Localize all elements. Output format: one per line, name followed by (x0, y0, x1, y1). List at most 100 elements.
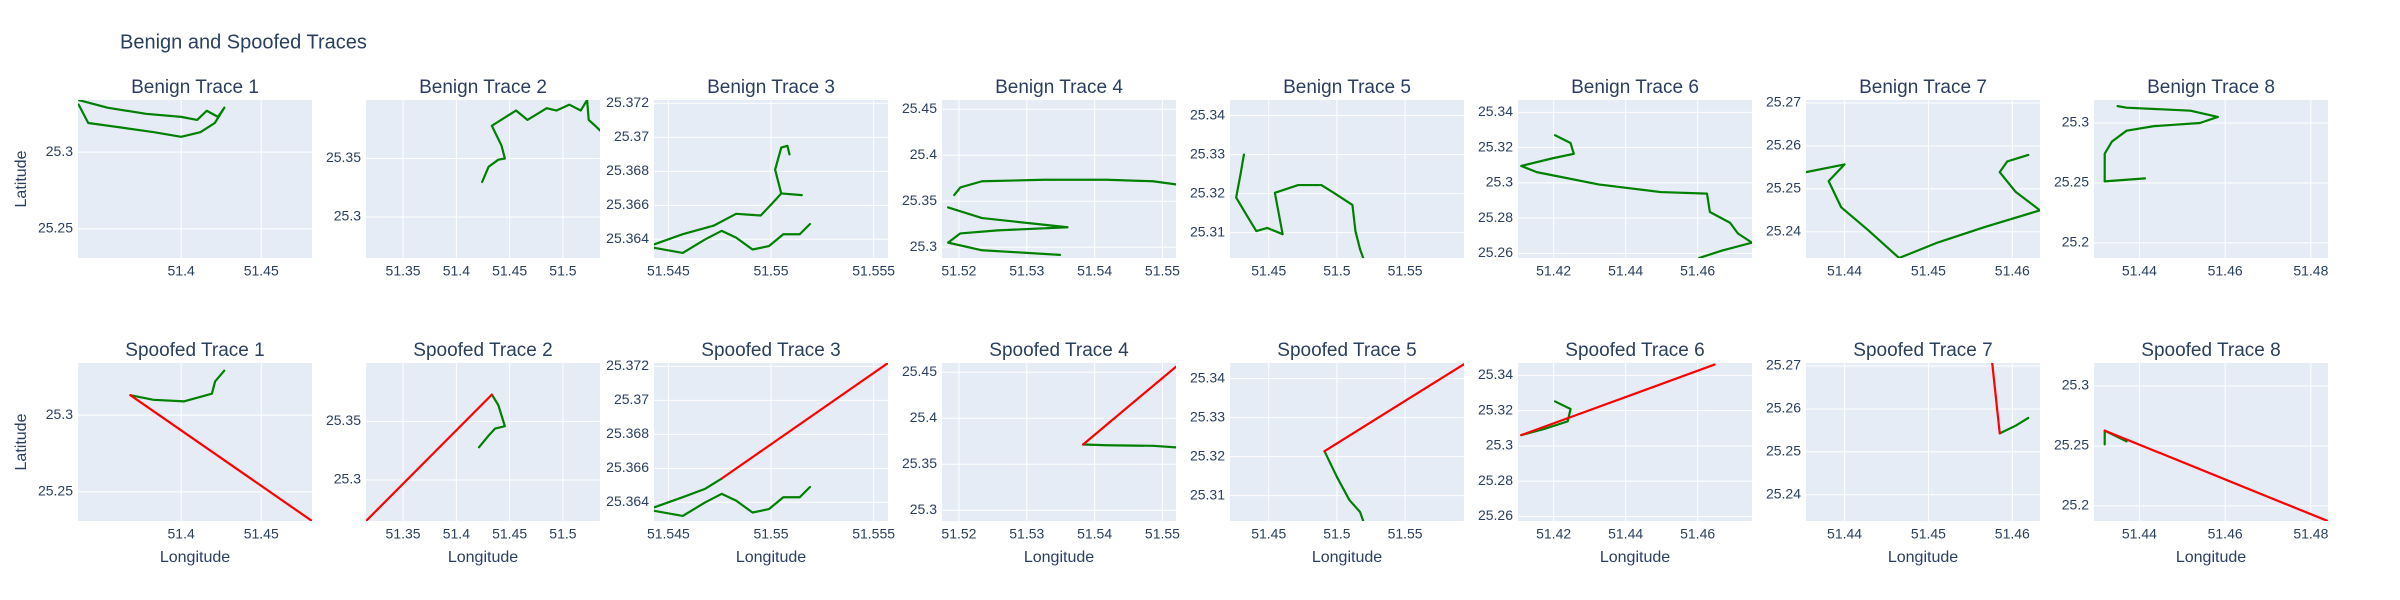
y-tick-label: 25.2 (2062, 234, 2089, 250)
x-tick-label: 51.45 (244, 263, 279, 279)
y-tick-label: 25.37 (614, 128, 649, 144)
x-tick-label: 51.55 (1145, 526, 1180, 542)
y-tick-label: 25.3 (1486, 174, 1513, 190)
y-tick-label: 25.45 (902, 100, 937, 116)
subplot-title: Benign Trace 3 (707, 77, 835, 98)
y-tick-label: 25.24 (1766, 223, 1801, 239)
plot-area (947, 178, 1176, 256)
y-tick-label: 25.34 (1478, 366, 1513, 382)
x-tick-label: 51.46 (1995, 526, 2030, 542)
y-tick-label: 25.31 (1190, 486, 1225, 502)
x-tick-label: 51.44 (1608, 263, 1643, 279)
plot-background (2094, 363, 2328, 521)
y-tick-label: 25.366 (606, 459, 649, 475)
x-tick-label: 51.4 (168, 526, 195, 542)
subplot-title: Benign Trace 4 (995, 77, 1123, 98)
y-tick-label: 25.33 (1190, 408, 1225, 424)
subplot-title: Spoofed Trace 2 (413, 340, 552, 361)
x-axis-title: Longitude (1024, 549, 1094, 566)
x-tick-label: 51.52 (941, 526, 976, 542)
y-tick-label: 25.35 (902, 455, 937, 471)
y-tick-label: 25.2 (2062, 497, 2089, 513)
trace-line (953, 178, 1176, 197)
x-tick-label: 51.46 (2208, 526, 2243, 542)
subplot-title: Benign Trace 7 (1859, 77, 1987, 98)
x-tick-label: 51.53 (1009, 526, 1044, 542)
y-tick-label: 25.3 (2062, 377, 2089, 393)
y-tick-label: 25.28 (1478, 472, 1513, 488)
y-tick-label: 25.3 (334, 471, 361, 487)
plot-background (1518, 100, 1752, 258)
x-tick-label: 51.48 (2293, 263, 2328, 279)
x-tick-label: 51.4 (168, 263, 195, 279)
plot-area (2103, 429, 2328, 521)
x-tick-label: 51.45 (1911, 526, 1946, 542)
x-tick-label: 51.52 (941, 263, 976, 279)
trace-line (654, 144, 803, 246)
x-tick-label: 51.45 (1251, 263, 1286, 279)
y-tick-label: 25.28 (1478, 209, 1513, 225)
y-tick-label: 25.25 (1766, 180, 1801, 196)
trace-line (654, 222, 812, 254)
y-tick-label: 25.26 (1766, 400, 1801, 416)
trace-line (129, 369, 226, 403)
x-tick-label: 51.45 (1251, 526, 1286, 542)
trace-line (947, 206, 1069, 256)
y-tick-label: 25.3 (46, 143, 73, 159)
subplot-title: Benign Trace 5 (1283, 77, 1411, 98)
x-tick-label: 51.45 (492, 263, 527, 279)
y-tick-label: 25.25 (2054, 437, 2089, 453)
x-tick-label: 51.55 (753, 526, 788, 542)
trace-line (2103, 429, 2328, 521)
x-tick-label: 51.44 (2122, 263, 2157, 279)
x-tick-label: 51.46 (1995, 263, 2030, 279)
x-tick-label: 51.45 (244, 526, 279, 542)
x-tick-label: 51.4 (443, 526, 470, 542)
y-tick-label: 25.3 (1486, 437, 1513, 453)
plot-area (129, 369, 312, 521)
subplot-title: Benign Trace 8 (2147, 77, 2275, 98)
subplot-title: Spoofed Trace 6 (1565, 340, 1704, 361)
x-tick-label: 51.45 (1911, 263, 1946, 279)
plot-background (78, 100, 312, 258)
trace-line (654, 485, 812, 517)
x-tick-label: 51.44 (1608, 526, 1643, 542)
x-tick-label: 51.5 (1323, 526, 1350, 542)
x-axis-title: Longitude (2176, 549, 2246, 566)
x-tick-label: 51.5 (1323, 263, 1350, 279)
plot-area (366, 393, 506, 521)
trace-line (2103, 105, 2219, 183)
trace-line (1998, 416, 2030, 435)
trace-line (720, 363, 888, 480)
y-tick-label: 25.4 (910, 409, 937, 425)
plot-background (1518, 363, 1752, 521)
trace-line (477, 393, 506, 449)
x-tick-label: 51.4 (443, 263, 470, 279)
y-tick-label: 25.3 (910, 238, 937, 254)
y-tick-label: 25.366 (606, 196, 649, 212)
trace-line (1081, 443, 1176, 449)
subplot-title: Benign Trace 1 (131, 77, 259, 98)
y-tick-label: 25.32 (1478, 138, 1513, 154)
x-tick-label: 51.55 (1388, 263, 1423, 279)
plot-background (1806, 363, 2040, 521)
x-axis-title: Longitude (1312, 549, 1382, 566)
trace-line (366, 393, 493, 521)
y-tick-label: 25.34 (1190, 106, 1225, 122)
trace-line (78, 100, 226, 138)
x-tick-label: 51.35 (386, 526, 421, 542)
plot-area (1081, 365, 1176, 449)
trace-line (1323, 450, 1365, 521)
y-tick-label: 25.372 (606, 94, 649, 110)
x-tick-label: 51.555 (852, 526, 895, 542)
y-tick-label: 25.364 (606, 230, 649, 246)
y-tick-label: 25.33 (1190, 145, 1225, 161)
y-tick-label: 25.4 (910, 146, 937, 162)
x-tick-label: 51.46 (2208, 263, 2243, 279)
y-axis-title: Latitude (13, 150, 30, 207)
x-axis-title: Longitude (1600, 549, 1670, 566)
x-tick-label: 51.44 (1827, 263, 1862, 279)
x-tick-label: 51.55 (1145, 263, 1180, 279)
y-tick-label: 25.368 (606, 162, 649, 178)
